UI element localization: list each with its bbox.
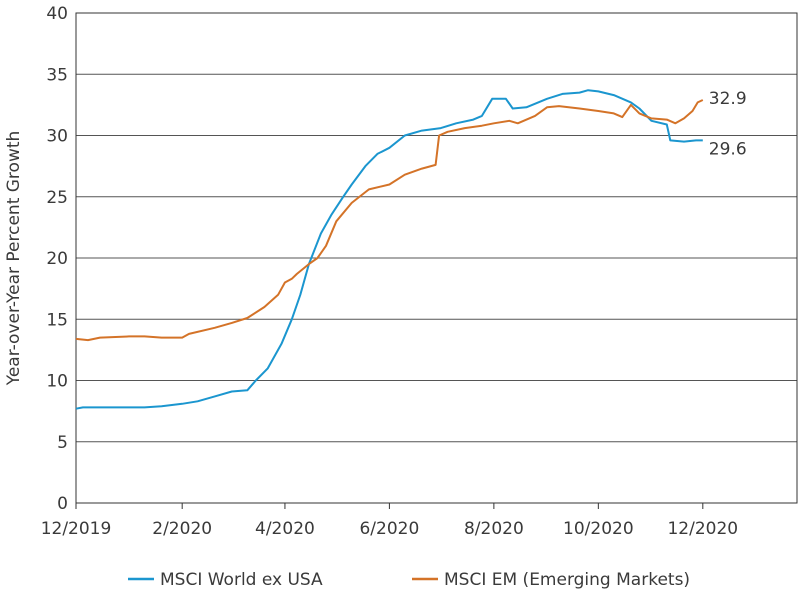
y-tick-label: 10 xyxy=(46,372,68,392)
y-tick-label: 35 xyxy=(46,65,68,85)
series-line xyxy=(75,89,703,410)
legend-label: MSCI EM (Emerging Markets) xyxy=(444,570,690,590)
x-tick-label: 4/2020 xyxy=(255,519,315,539)
x-tick-label: 2/2020 xyxy=(152,519,212,539)
end-labels: 29.6 32.9 xyxy=(709,89,747,159)
y-tick-label: 40 xyxy=(46,4,68,24)
y-tick-label: 20 xyxy=(46,249,68,269)
series-line xyxy=(75,99,704,342)
x-tick-label: 12/2020 xyxy=(667,519,738,539)
plot-area-frame xyxy=(75,12,798,504)
y-axis-ticks: 0 5 10 15 20 25 30 35 40 xyxy=(46,4,68,514)
legend-label: MSCI World ex USA xyxy=(160,570,323,590)
y-tick-label: 15 xyxy=(46,310,68,330)
series-lines xyxy=(75,89,704,410)
legend: MSCI World ex USA MSCI EM (Emerging Marke… xyxy=(128,570,690,590)
end-value-label: 32.9 xyxy=(709,89,747,109)
y-axis-label: Year-over-Year Percent Growth xyxy=(4,131,24,387)
y-tick-label: 0 xyxy=(57,494,68,514)
x-tick-label: 6/2020 xyxy=(359,519,419,539)
grid-lines xyxy=(76,73,797,443)
x-axis-ticks: 12/2019 2/2020 4/2020 6/2020 8/2020 10/2020 12… xyxy=(41,503,738,539)
y-tick-label: 25 xyxy=(46,188,68,208)
x-tick-label: 12/2019 xyxy=(41,519,112,539)
x-tick-label: 10/2020 xyxy=(563,519,634,539)
y-tick-label: 5 xyxy=(57,433,68,453)
y-tick-label: 30 xyxy=(46,127,68,147)
x-tick-label: 8/2020 xyxy=(464,519,524,539)
end-value-label: 29.6 xyxy=(709,139,747,159)
